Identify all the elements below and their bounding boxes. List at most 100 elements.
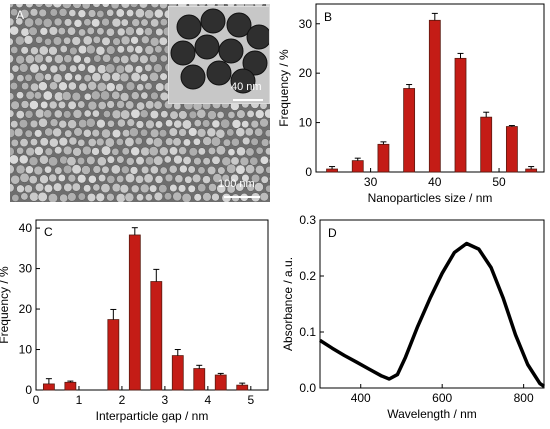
nanoparticle <box>33 91 42 100</box>
nanoparticle <box>119 72 130 83</box>
plot-frame <box>319 219 545 389</box>
nanoparticle <box>116 45 125 54</box>
nanoparticle <box>145 100 155 110</box>
tem-particle <box>230 68 256 94</box>
nanoparticle <box>25 54 35 65</box>
nanoparticle <box>91 72 102 83</box>
nanoparticle <box>96 156 107 167</box>
nanoparticle <box>52 182 63 192</box>
nanoparticle <box>135 120 145 129</box>
nanoparticle <box>179 164 188 174</box>
nanoparticle <box>20 100 30 109</box>
y-tick-label: 30 <box>299 17 313 31</box>
nanoparticle <box>24 17 35 28</box>
nanoparticle <box>43 109 53 119</box>
nanoparticle <box>49 81 58 91</box>
nanoparticle <box>226 128 235 137</box>
nanoparticle <box>202 136 212 146</box>
nanoparticle <box>87 100 98 111</box>
nanoparticle <box>150 18 160 28</box>
nanoparticle <box>57 100 67 109</box>
nanoparticle <box>90 90 101 101</box>
nanoparticle <box>158 36 168 46</box>
nanoparticle <box>67 174 77 183</box>
nanoparticle <box>58 136 69 147</box>
nanoparticle <box>265 165 270 174</box>
nanoparticle <box>68 136 78 146</box>
nanoparticle <box>159 18 168 27</box>
nanoparticle <box>264 129 270 138</box>
nanoparticle <box>29 8 39 17</box>
y-tick-label: 0.1 <box>299 325 316 339</box>
nanoparticle <box>28 175 38 185</box>
nanoparticle <box>134 136 143 146</box>
nanoparticle <box>92 4 101 8</box>
nanoparticle <box>87 138 97 147</box>
nanoparticle <box>121 165 130 175</box>
absorbance-curve <box>319 241 545 388</box>
nanoparticle <box>122 129 131 138</box>
gap-histogram-panel: 0 1 2 3 4 5 0 10 20 30 40 Interparticle gap / nm Fre… <box>0 214 276 429</box>
nanoparticle <box>48 46 58 56</box>
nanoparticle <box>111 129 122 139</box>
nanoparticle <box>130 72 141 82</box>
nanoparticle <box>130 146 140 157</box>
nanoparticle <box>11 64 20 73</box>
nanoparticle <box>44 73 52 81</box>
nanoparticle <box>197 183 207 193</box>
nanoparticle <box>188 127 198 137</box>
nanoparticle <box>184 175 193 184</box>
nanoparticle <box>159 166 168 175</box>
nanoparticle <box>63 54 73 64</box>
nanoparticle <box>24 109 34 119</box>
nanoparticle <box>216 111 225 119</box>
nanoparticle <box>71 164 82 175</box>
nanoparticle <box>78 28 87 37</box>
y-axis-label: Frequency / % <box>0 266 11 344</box>
nanoparticle <box>126 9 135 18</box>
nanoparticle <box>116 174 125 183</box>
nanoparticle <box>193 137 201 146</box>
nanoparticle <box>30 46 39 56</box>
nanoparticle <box>10 81 19 91</box>
tem-particle <box>226 12 252 38</box>
nanoparticle <box>16 74 25 83</box>
nanoparticle <box>231 137 240 147</box>
nanoparticle <box>39 154 49 165</box>
nanoparticle <box>44 4 54 8</box>
y-tick-label: 0.2 <box>299 269 316 283</box>
nanoparticle <box>211 192 220 202</box>
nanoparticle <box>77 44 88 55</box>
nanoparticle <box>23 35 34 45</box>
nanoparticle <box>169 183 178 193</box>
nanoparticle <box>13 127 24 138</box>
tem-particle <box>176 14 202 40</box>
nanoparticle <box>251 173 261 183</box>
nanoparticle <box>93 54 102 63</box>
main-scale-label: 100 nm <box>218 178 255 190</box>
nanoparticle <box>182 156 192 165</box>
nanoparticle <box>188 110 198 120</box>
nanoparticle <box>235 182 245 192</box>
nanoparticle <box>159 4 168 10</box>
nanoparticle <box>115 8 125 18</box>
nanoparticle <box>130 36 139 45</box>
nanoparticle <box>44 127 54 137</box>
nanoparticle <box>67 26 76 36</box>
nanoparticle <box>52 36 63 46</box>
y-tick-label: 10 <box>299 116 313 130</box>
nanoparticle <box>246 109 255 118</box>
nanoparticle <box>35 35 43 44</box>
nanoparticle <box>24 184 33 194</box>
nanoparticle <box>117 118 126 128</box>
nanoparticle <box>140 165 150 175</box>
nanoparticle <box>39 174 49 184</box>
x-axis-label: Nanoparticles size / nm <box>368 191 493 205</box>
nanoparticle <box>187 165 196 174</box>
nanoparticle <box>207 146 216 155</box>
nanoparticle <box>207 110 217 120</box>
nanoparticle <box>15 164 26 175</box>
nanoparticle <box>134 8 145 19</box>
nanoparticle <box>44 55 53 64</box>
nanoparticle <box>231 119 242 129</box>
